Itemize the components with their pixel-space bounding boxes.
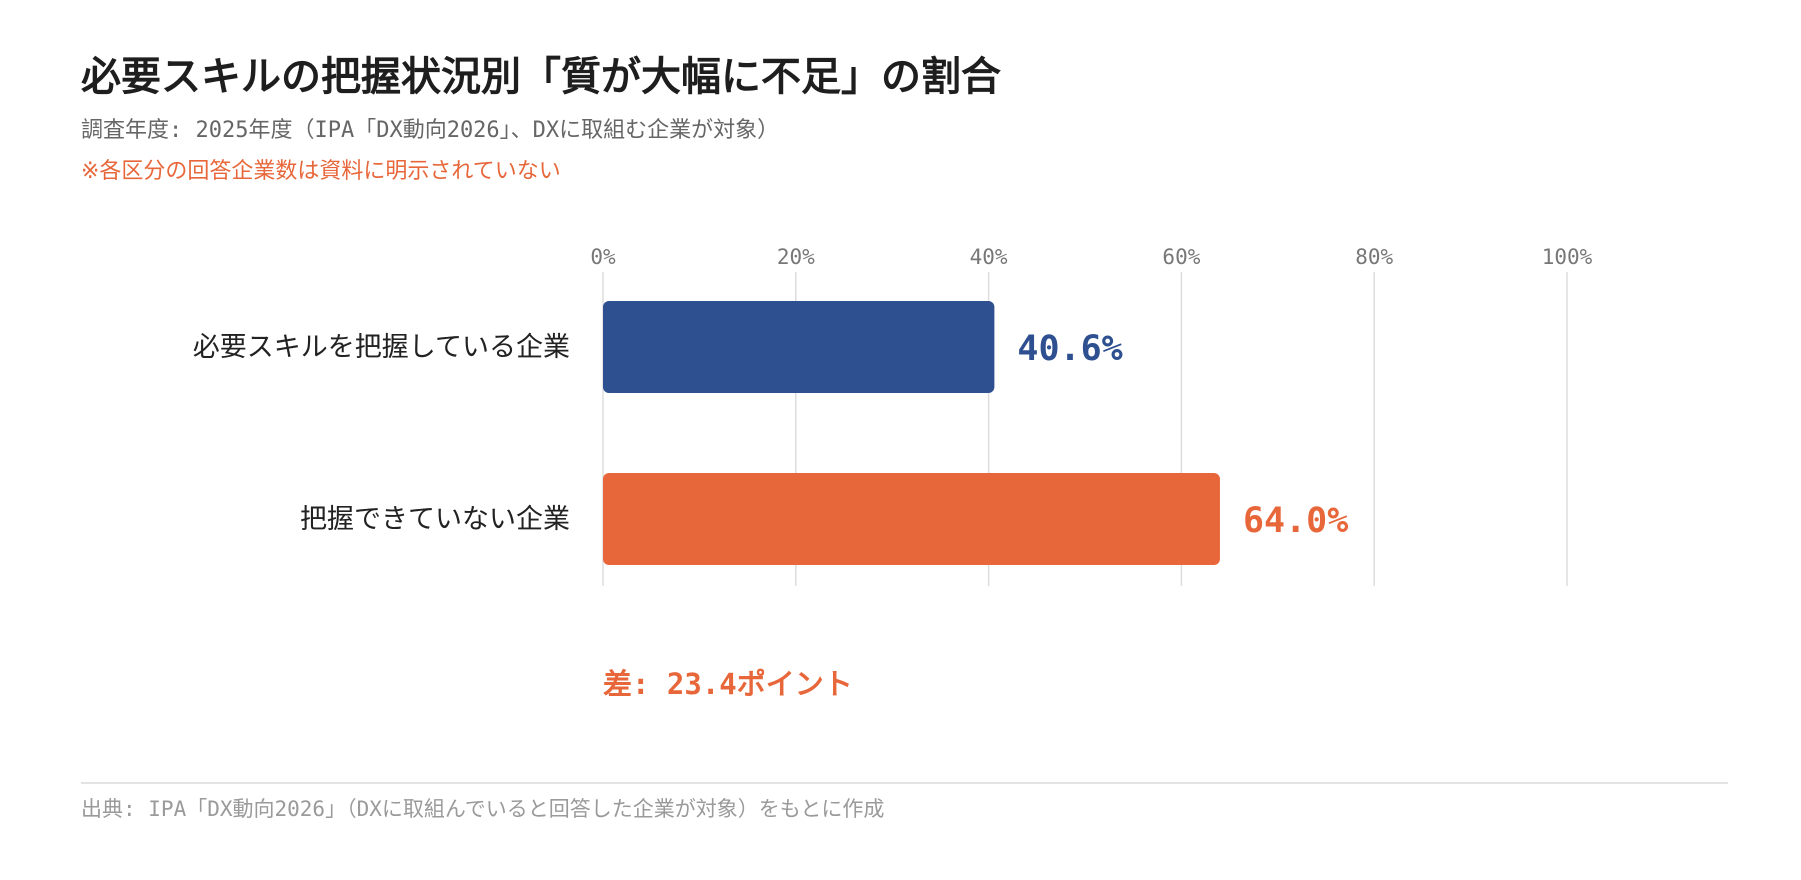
x-tick-label: 20%: [777, 245, 815, 269]
value-label: 40.6%: [1017, 329, 1122, 369]
category-label: 把握できていない企業: [300, 504, 570, 535]
chart-subtitle: 調査年度: 2025年度（IPA「DX動向2026」、DXに取組む企業が対象）: [81, 118, 780, 143]
source-caption: 出典: IPA「DX動向2026」（DXに取組んでいると回答した企業が対象）をも…: [81, 797, 885, 821]
bar: [603, 473, 1220, 565]
difference-annotation: 差: 23.4ポイント: [603, 667, 853, 701]
x-tick-label: 100%: [1542, 245, 1593, 269]
footer-divider: [81, 782, 1728, 784]
bar-chart: 0% 20% 40% 60% 80% 100% 必要スキルを把握している企業 40.6% 把握で…: [193, 245, 1593, 701]
x-tick-label: 0%: [590, 245, 616, 269]
chart-note: ※各区分の回答企業数は資料に明示されていない: [81, 159, 561, 184]
x-tick-label: 60%: [1162, 245, 1200, 269]
value-label: 64.0%: [1243, 501, 1348, 541]
chart-title: 必要スキルの把握状況別「質が大幅に不足」の割合: [81, 54, 1001, 100]
bar: [603, 301, 995, 393]
category-label: 必要スキルを把握している企業: [193, 332, 570, 363]
x-tick-label: 40%: [970, 245, 1008, 269]
x-tick-label: 80%: [1355, 245, 1393, 269]
